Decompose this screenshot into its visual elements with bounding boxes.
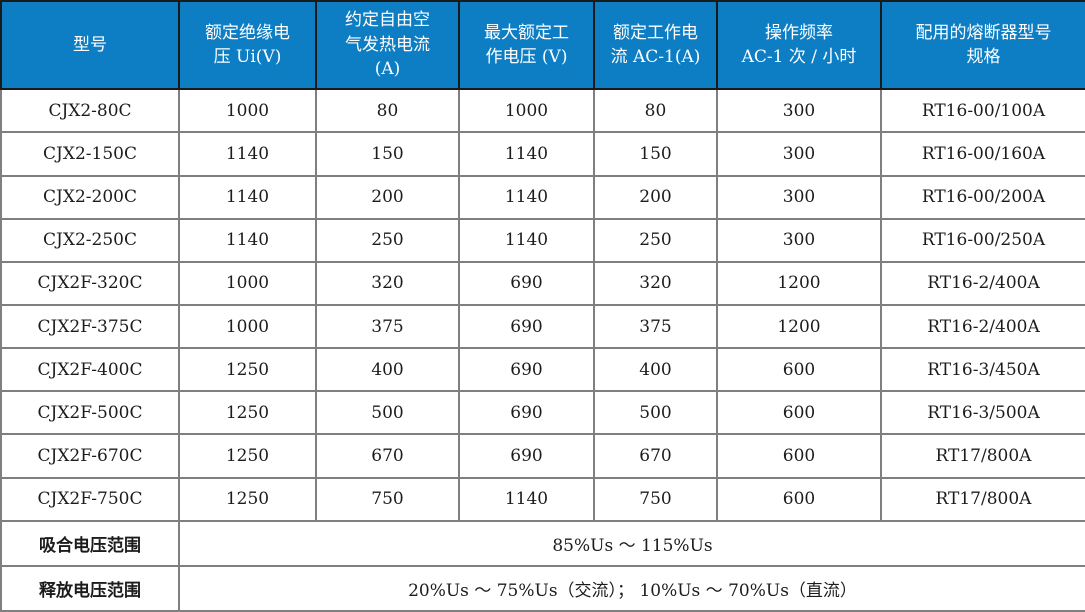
data-cell: 300: [716, 88, 882, 134]
data-cell: 1140: [458, 476, 595, 522]
table-row: CJX2-150C 1140 150 1140 150 300 RT16-00/…: [0, 131, 1085, 177]
header-cell-operating-frequency: 操作频率 AC-1 次 / 小时: [716, 0, 882, 91]
model-cell: CJX2F-375C: [0, 303, 180, 350]
data-cell: 1140: [178, 131, 317, 177]
footer-value-cell: 85%Us ～ 115%Us: [178, 519, 1085, 567]
data-cell: RT17/800A: [880, 433, 1085, 479]
data-cell: 600: [716, 390, 882, 436]
data-cell: 1250: [178, 347, 317, 393]
data-cell: 150: [593, 131, 718, 177]
data-cell: 600: [716, 433, 882, 479]
table-row: CJX2-80C 1000 80 1000 80 300 RT16-00/100…: [0, 88, 1085, 134]
data-cell: 500: [593, 390, 718, 436]
data-cell: 300: [716, 131, 882, 177]
data-cell: 400: [315, 347, 460, 393]
data-cell: 80: [315, 88, 460, 134]
table-row: CJX2F-400C 1250 400 690 400 600 RT16-3/4…: [0, 347, 1085, 393]
data-cell: RT16-2/400A: [880, 260, 1085, 306]
footer-row-release-voltage: 释放电压范围 20%Us ～ 75%Us（交流）； 10%Us ～ 70%Us（…: [0, 564, 1085, 612]
data-cell: 375: [315, 303, 460, 350]
data-cell: 1140: [458, 174, 595, 220]
footer-value-cell: 20%Us ～ 75%Us（交流）； 10%Us ～ 70%Us（直流）: [178, 564, 1085, 612]
data-cell: 1250: [178, 390, 317, 436]
data-cell: 1140: [458, 217, 595, 263]
data-cell: 320: [593, 260, 718, 306]
data-cell: 150: [315, 131, 460, 177]
data-cell: 1000: [178, 260, 317, 306]
table-row: CJX2F-670C 1250 670 690 670 600 RT17/800…: [0, 433, 1085, 479]
data-cell: 300: [716, 217, 882, 263]
table-row: CJX2F-500C 1250 500 690 500 600 RT16-3/5…: [0, 390, 1085, 436]
model-cell: CJX2F-670C: [0, 433, 180, 479]
data-cell: 80: [593, 88, 718, 134]
data-cell: 1140: [178, 217, 317, 263]
data-cell: 670: [315, 433, 460, 479]
data-cell: 375: [593, 303, 718, 350]
model-cell: CJX2F-320C: [0, 260, 180, 306]
data-cell: 250: [315, 217, 460, 263]
model-cell: CJX2-150C: [0, 131, 180, 177]
data-cell: 1200: [716, 260, 882, 306]
header-cell-fuse-spec: 配用的熔断器型号 规格: [880, 0, 1085, 91]
data-cell: 690: [458, 433, 595, 479]
model-cell: CJX2-80C: [0, 88, 180, 134]
data-cell: 670: [593, 433, 718, 479]
data-cell: RT16-00/250A: [880, 217, 1085, 263]
table-row: CJX2F-320C 1000 320 690 320 1200 RT16-2/…: [0, 260, 1085, 306]
header-cell-working-current: 额定工作电 流 AC-1(A): [593, 0, 718, 91]
data-cell: 690: [458, 390, 595, 436]
data-cell: 690: [458, 347, 595, 393]
header-cell-thermal-current: 约定自由空 气发热电流 (A): [315, 0, 460, 91]
data-cell: 1200: [716, 303, 882, 350]
model-cell: CJX2F-500C: [0, 390, 180, 436]
data-cell: RT16-3/500A: [880, 390, 1085, 436]
model-cell: CJX2F-400C: [0, 347, 180, 393]
data-cell: RT16-00/160A: [880, 131, 1085, 177]
data-cell: 320: [315, 260, 460, 306]
data-cell: 600: [716, 476, 882, 522]
data-cell: 750: [593, 476, 718, 522]
data-cell: 1140: [178, 174, 317, 220]
table-row: CJX2F-375C 1000 375 690 375 1200 RT16-2/…: [0, 303, 1085, 350]
data-cell: 690: [458, 303, 595, 350]
header-cell-insulation-voltage: 额定绝缘电 压 Ui(V): [178, 0, 317, 91]
model-cell: CJX2-200C: [0, 174, 180, 220]
model-cell: CJX2-250C: [0, 217, 180, 263]
data-cell: RT16-00/100A: [880, 88, 1085, 134]
footer-row-pickup-voltage: 吸合电压范围 85%Us ～ 115%Us: [0, 519, 1085, 567]
table-row: CJX2F-750C 1250 750 1140 750 600 RT17/80…: [0, 476, 1085, 522]
table-header-row: 型号 额定绝缘电 压 Ui(V) 约定自由空 气发热电流 (A) 最大额定工 作…: [0, 0, 1085, 91]
footer-label-cell: 吸合电压范围: [0, 519, 180, 567]
table-row: CJX2-200C 1140 200 1140 200 300 RT16-00/…: [0, 174, 1085, 220]
data-cell: 1140: [458, 131, 595, 177]
data-cell: RT16-00/200A: [880, 174, 1085, 220]
model-cell: CJX2F-750C: [0, 476, 180, 522]
data-cell: 1000: [458, 88, 595, 134]
header-cell-model: 型号: [0, 0, 180, 91]
data-cell: 200: [593, 174, 718, 220]
data-cell: RT16-2/400A: [880, 303, 1085, 350]
data-cell: 1000: [178, 303, 317, 350]
data-cell: 500: [315, 390, 460, 436]
data-cell: 400: [593, 347, 718, 393]
table-row: CJX2-250C 1140 250 1140 250 300 RT16-00/…: [0, 217, 1085, 263]
data-cell: 1250: [178, 433, 317, 479]
data-cell: 1250: [178, 476, 317, 522]
data-cell: 690: [458, 260, 595, 306]
header-cell-max-working-voltage: 最大额定工 作电压 (V): [458, 0, 595, 91]
data-cell: 750: [315, 476, 460, 522]
data-cell: 300: [716, 174, 882, 220]
data-cell: 600: [716, 347, 882, 393]
data-cell: 1000: [178, 88, 317, 134]
data-cell: 250: [593, 217, 718, 263]
data-cell: 200: [315, 174, 460, 220]
data-cell: RT16-3/450A: [880, 347, 1085, 393]
data-cell: RT17/800A: [880, 476, 1085, 522]
footer-label-cell: 释放电压范围: [0, 564, 180, 612]
